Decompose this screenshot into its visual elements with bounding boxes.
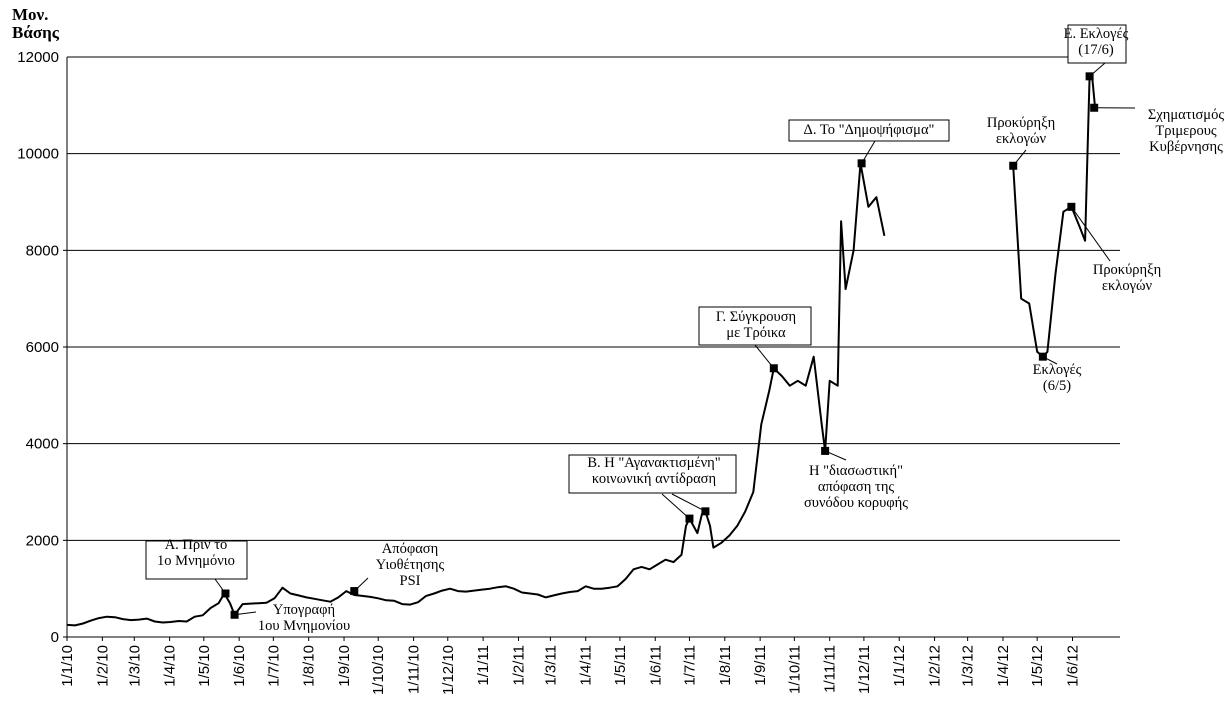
y-tick-label: 10000 bbox=[17, 146, 59, 163]
y-tick-label: 4000 bbox=[26, 436, 59, 453]
annotation-connector bbox=[1070, 206, 1111, 262]
event-marker bbox=[701, 507, 710, 516]
annotation-text: Κυβέρνησης bbox=[1149, 139, 1223, 155]
y-tick-label: 8000 bbox=[26, 242, 59, 259]
event-marker bbox=[221, 589, 230, 598]
x-tick-label: 1/2/10 bbox=[94, 645, 111, 687]
annotation-box bbox=[568, 454, 737, 494]
annotation-text: Τριμερους bbox=[1155, 123, 1217, 139]
annotation-text: PSI bbox=[400, 573, 421, 589]
x-tick-label: 1/6/10 bbox=[231, 645, 248, 687]
x-tick-label: 1/10/10 bbox=[370, 645, 387, 695]
annotation-text: Προκύρηξη bbox=[987, 115, 1055, 131]
x-tick-label: 1/8/10 bbox=[301, 645, 318, 687]
annotation-text: εκλογών bbox=[1102, 278, 1153, 294]
event-marker bbox=[350, 587, 359, 596]
annotation-text: συνόδου κορυφής bbox=[804, 495, 908, 511]
annotation-connector bbox=[671, 493, 706, 512]
annotation-box bbox=[788, 119, 950, 142]
x-tick-label: 1/12/11 bbox=[856, 645, 873, 694]
event-marker bbox=[1067, 202, 1076, 211]
x-tick-label: 1/9/10 bbox=[336, 645, 353, 687]
event-marker bbox=[857, 159, 866, 168]
annotation-text: Σχηματισμός bbox=[1148, 107, 1224, 123]
x-tick-label: 1/4/11 bbox=[578, 645, 595, 686]
x-tick-label: 1/6/11 bbox=[647, 645, 664, 686]
x-tick-label: 1/5/10 bbox=[196, 645, 213, 687]
x-tick-label: 1/5/11 bbox=[612, 645, 629, 686]
event-marker bbox=[685, 514, 694, 523]
x-tick-label: 1/1/12 bbox=[891, 645, 908, 687]
x-tick-label: 1/10/11 bbox=[786, 645, 803, 694]
annotation-text: (6/5) bbox=[1043, 378, 1071, 394]
x-tick-label: 1/8/11 bbox=[717, 645, 734, 686]
x-tick-label: 1/11/10 bbox=[406, 645, 423, 694]
annotation-text: κοινωνική αντίδραση bbox=[592, 471, 716, 487]
series bbox=[66, 72, 1097, 627]
x-tick-label: 1/5/12 bbox=[1029, 645, 1046, 687]
x-tick-label: 1/4/10 bbox=[162, 645, 179, 687]
x-tick-label: 1/7/11 bbox=[681, 645, 698, 686]
annotation-text: Υπογραφή bbox=[273, 602, 335, 618]
y-tick-label: 0 bbox=[51, 629, 59, 646]
y-tick-label: 12000 bbox=[17, 49, 59, 66]
x-tick-label: 1/7/10 bbox=[265, 645, 282, 687]
x-tick-label: 1/3/12 bbox=[960, 645, 977, 687]
gridlines bbox=[67, 56, 1120, 541]
annotation-box bbox=[145, 540, 248, 580]
x-tick-label: 1/6/12 bbox=[1065, 645, 1082, 687]
annotation-text: Δ. Το "Δημοψήφισμα" bbox=[804, 122, 935, 138]
x-tick-label: 1/9/11 bbox=[752, 645, 769, 686]
x-tick-label: 1/2/11 bbox=[510, 645, 527, 686]
annotation-text: εκλογών bbox=[996, 131, 1047, 147]
annotation-text: 1ο Μνημόνιο bbox=[157, 553, 235, 569]
y-tick-label: 2000 bbox=[26, 532, 59, 549]
x-tick-label: 1/1/11 bbox=[475, 645, 492, 686]
annotation-text: Υιοθέτησης bbox=[376, 557, 445, 573]
y-axis-label-line-2: Βάσης bbox=[12, 23, 60, 42]
x-tick-label: 1/1/10 bbox=[59, 645, 76, 687]
annotation-text: Γ. Σύγκρουση bbox=[716, 309, 796, 325]
event-marker bbox=[230, 610, 239, 619]
annotation-text: απόφαση της bbox=[818, 479, 895, 495]
y-axis: 0 2000 4000 6000 8000 10000 12000 bbox=[17, 49, 68, 646]
x-tick-label: 1/2/12 bbox=[927, 645, 944, 687]
annotation-connector bbox=[661, 493, 690, 519]
annotation-text: με Τρόικα bbox=[726, 325, 786, 341]
annotation-text: Β. Η "Αγανακτισμένη" bbox=[587, 455, 720, 471]
x-tick-label: 1/3/10 bbox=[126, 645, 143, 687]
event-marker bbox=[1090, 103, 1099, 112]
annotation-box bbox=[1067, 24, 1127, 64]
y-tick-label: 6000 bbox=[26, 339, 59, 356]
x-tick-label: 1/12/10 bbox=[440, 645, 457, 695]
x-tick-label: 1/4/12 bbox=[995, 645, 1012, 687]
annotation-text: Η "διασωστική" bbox=[809, 463, 903, 479]
event-marker bbox=[1085, 72, 1094, 81]
x-axis: 1/1/10 1/2/10 1/3/10 1/4/10 1/5/10 1/6/10 1/7/… bbox=[59, 636, 1120, 695]
annotation-text: Εκλογές bbox=[1033, 362, 1082, 378]
event-marker bbox=[769, 364, 778, 373]
series-line bbox=[66, 162, 886, 627]
annotation-text: 1ου Μνημονίου bbox=[258, 618, 350, 634]
series-line bbox=[1012, 72, 1097, 358]
annotation-text: Α. Πριν το bbox=[165, 537, 228, 553]
y-axis-label-line-1: Μον. bbox=[12, 5, 48, 24]
x-tick-label: 1/11/11 bbox=[822, 645, 839, 693]
annotation-text: Προκύρηξη bbox=[1093, 262, 1161, 278]
annotation-box bbox=[698, 306, 812, 346]
event-marker bbox=[821, 446, 830, 455]
event-marker bbox=[1009, 161, 1018, 170]
annotation-text: (17/6) bbox=[1078, 42, 1114, 58]
x-tick-label: 1/3/11 bbox=[542, 645, 559, 686]
event-marker bbox=[1038, 352, 1047, 361]
annotation-text: Ε. Εκλογές bbox=[1064, 26, 1129, 42]
event-markers bbox=[221, 72, 1099, 619]
annotation-text: Απόφαση bbox=[382, 541, 438, 557]
